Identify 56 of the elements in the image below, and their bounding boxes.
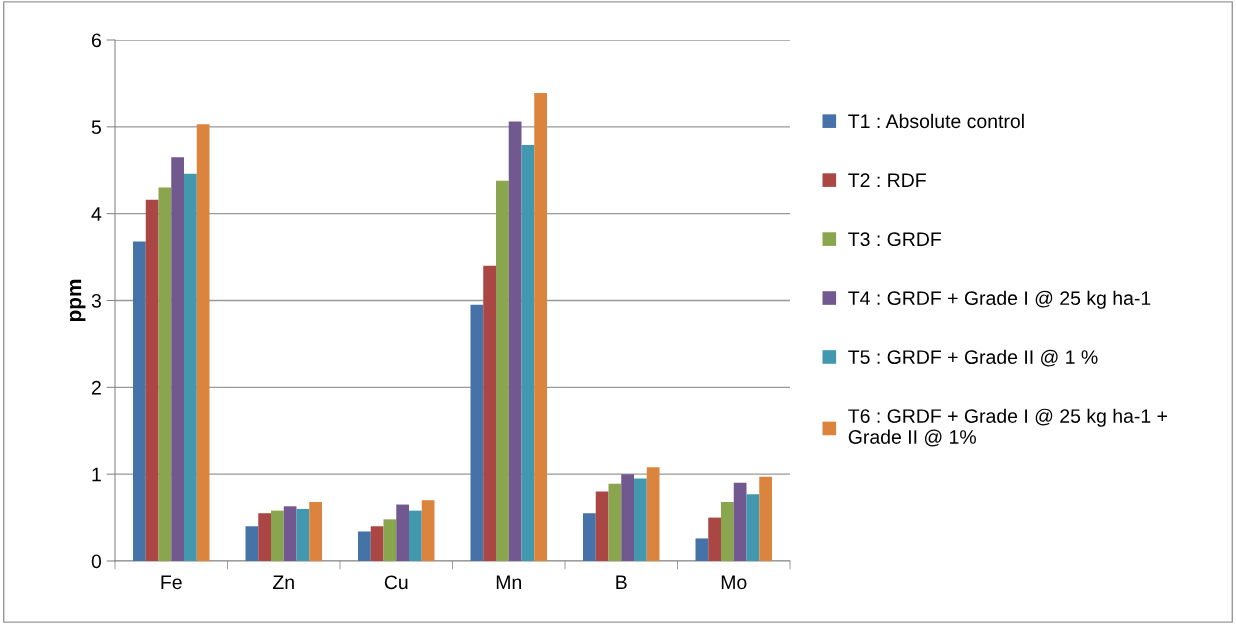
bar <box>695 538 709 561</box>
bar <box>508 121 522 561</box>
y-tick-label: 0 <box>91 554 102 569</box>
bar <box>595 491 609 561</box>
bar <box>634 478 647 561</box>
bar <box>258 513 271 561</box>
bar <box>184 173 197 561</box>
bar <box>534 92 547 561</box>
bar <box>496 180 509 561</box>
x-tick-label: Fe <box>161 575 182 590</box>
bar <box>483 265 496 561</box>
y-tick-label: 6 <box>91 33 101 48</box>
bar <box>171 157 184 561</box>
y-tick-label: 2 <box>91 380 101 395</box>
x-tick-label: B <box>616 575 627 589</box>
y-tick-label: 1 <box>92 467 101 482</box>
legend-label: T2 : RDF <box>848 173 926 187</box>
bar <box>283 506 297 561</box>
bar <box>421 500 435 561</box>
x-tick-label: Cu <box>384 575 408 590</box>
bar <box>358 531 371 561</box>
bar <box>470 304 484 561</box>
bar <box>759 476 772 561</box>
y-tick-label: 3 <box>91 293 101 308</box>
bar <box>245 526 259 561</box>
legend-label: T1 : Absolute control <box>848 113 1024 129</box>
x-tick-label: Mo <box>721 575 747 590</box>
bar <box>271 510 284 561</box>
y-tick-label: 4 <box>91 207 102 221</box>
bar <box>309 501 322 561</box>
bar <box>621 474 634 561</box>
bar <box>646 467 660 561</box>
x-tick-label: Zn <box>273 575 294 589</box>
y-axis-title: ppm <box>69 279 86 322</box>
bar <box>383 519 397 561</box>
bar <box>370 526 384 561</box>
bar <box>296 508 310 561</box>
bar <box>133 241 146 561</box>
legend-label: T3 : GRDF <box>848 232 941 247</box>
bar <box>521 145 535 561</box>
bar <box>733 482 747 561</box>
bar <box>746 494 760 561</box>
bar <box>409 510 422 561</box>
bar <box>721 501 734 561</box>
bar <box>608 483 622 561</box>
bar <box>145 199 159 561</box>
x-tick-label: Mn <box>496 575 521 589</box>
legend-label: T5 : GRDF + Grade II @ 1 % <box>848 349 1098 367</box>
bar <box>196 124 210 561</box>
bar <box>708 517 721 561</box>
bar <box>583 513 596 561</box>
bar <box>396 504 409 561</box>
y-tick-label: 5 <box>91 120 101 135</box>
bar <box>158 187 172 561</box>
legend-label: T4 : GRDF + Grade I @ 25 kg ha-1 <box>848 290 1151 309</box>
legend-label: T6 : GRDF + Grade I @ 25 kg ha-1 + Grade II @ 1% <box>848 408 1167 447</box>
